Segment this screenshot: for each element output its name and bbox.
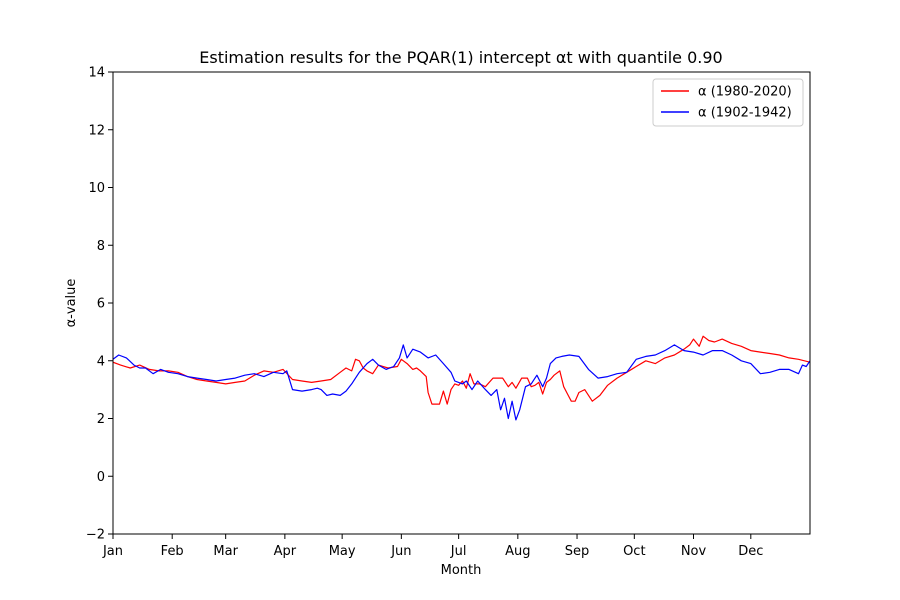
y-tick-label: −2 [86, 528, 105, 543]
series-layer [113, 335, 810, 421]
y-tick-label: 6 [97, 297, 105, 312]
legend-frame [652, 78, 804, 127]
legend-label-1: α (1980-2020) [698, 85, 792, 100]
legend-label-2: α (1902-1942) [698, 106, 792, 121]
x-tick-label: May [329, 544, 356, 559]
y-tick-label: 10 [88, 181, 105, 196]
chart-title: Estimation results for the PQAR(1) inter… [199, 48, 722, 67]
x-tick-label: Mar [213, 544, 238, 559]
y-axis: −2 0 2 4 6 8 10 12 14 [86, 66, 113, 543]
x-axis-label: Month [441, 563, 482, 578]
x-tick-label: Apr [274, 544, 297, 559]
x-tick-label: Jun [390, 544, 411, 559]
x-tick-label: Nov [681, 544, 707, 559]
series-line-2 [113, 344, 810, 421]
legend: α (1980-2020) α (1902-1942) [652, 78, 804, 127]
x-tick-label: Dec [738, 544, 763, 559]
x-tick-label: Sep [565, 544, 590, 559]
x-tick-label: Feb [161, 544, 184, 559]
x-axis: Jan Feb Mar Apr May Jun Jul Aug Sep Oct Nov Dec [102, 534, 763, 559]
y-tick-label: 12 [88, 123, 105, 138]
series-line-1 [113, 335, 810, 405]
y-tick-label: 14 [88, 66, 105, 81]
x-tick-label: Aug [505, 544, 530, 559]
x-tick-label: Jan [102, 544, 123, 559]
y-tick-label: 8 [97, 239, 105, 254]
x-tick-label: Jul [450, 544, 467, 559]
x-tick-label: Oct [623, 544, 645, 559]
y-tick-label: 4 [97, 354, 105, 369]
y-tick-label: 0 [97, 470, 105, 485]
y-tick-label: 2 [97, 412, 105, 427]
y-axis-label: α-value [64, 279, 79, 328]
